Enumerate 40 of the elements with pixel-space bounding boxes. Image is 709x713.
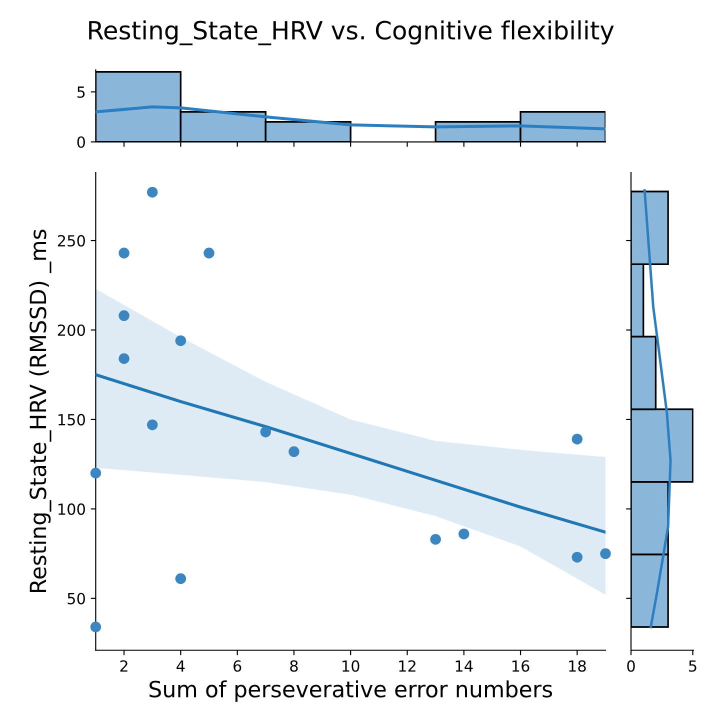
x-tick-label: 0 (627, 660, 635, 672)
point (118, 353, 130, 364)
point (175, 573, 186, 584)
point (118, 310, 130, 322)
point (600, 548, 611, 560)
y-tick-label: 0 (77, 136, 85, 148)
line-series (96, 105, 606, 130)
x-tick-label: 2 (120, 660, 128, 672)
x-tick-label: 6 (234, 660, 242, 672)
x-tick-label: 5 (689, 660, 696, 672)
point (175, 335, 186, 346)
y-tick-label: 200 (58, 324, 85, 336)
point (146, 419, 158, 430)
y-tick-label: 100 (58, 503, 85, 515)
x-tick-label: 18 (569, 660, 586, 672)
chart-title: Resting_State_HRV vs. Cognitive flexibility (89, 20, 614, 46)
point (572, 434, 583, 445)
y-tick-label: 150 (58, 414, 85, 426)
point (458, 528, 470, 540)
y-axis-title: Resting_State_HRV (RMSSD) _ms (29, 230, 52, 592)
x-tick-label: 14 (456, 660, 473, 672)
x-axis-title: Sum of perseverative error numbers (150, 680, 552, 702)
point (118, 248, 130, 258)
y-tick-label: 5 (77, 86, 85, 98)
y-tick-label: 50 (68, 592, 85, 604)
x-tick-label: 4 (176, 660, 185, 672)
line-series (96, 373, 606, 534)
point (90, 468, 102, 479)
x-tick-label: 16 (512, 660, 530, 672)
y-tick-label: 250 (58, 235, 85, 247)
point (288, 446, 300, 458)
point (90, 622, 102, 632)
point (146, 186, 158, 198)
point (430, 534, 441, 545)
x-tick-label: 10 (342, 660, 360, 672)
x-tick-label: 12 (399, 660, 416, 672)
point (204, 248, 214, 258)
point (572, 552, 583, 563)
point (260, 426, 272, 438)
x-tick-label: 8 (290, 660, 298, 672)
